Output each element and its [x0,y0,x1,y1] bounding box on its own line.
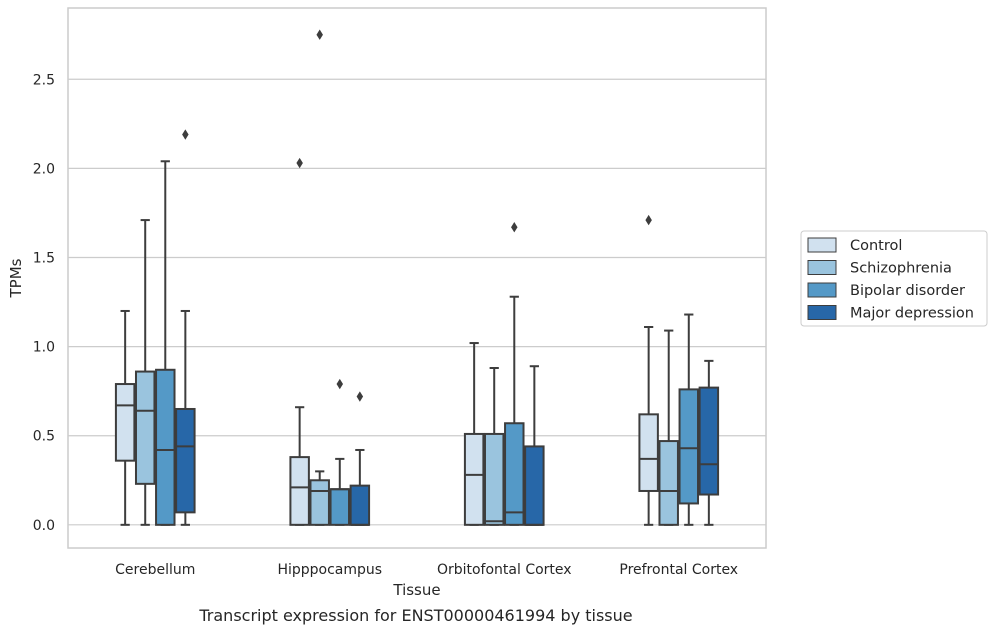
box [349,484,371,526]
box-group [175,129,196,526]
box [678,388,700,505]
box-group [114,309,136,526]
y-tick-label: 1.0 [33,340,55,356]
x-axis-title: Tissue [392,581,440,599]
box-group [349,391,371,526]
box [463,432,485,526]
box [114,383,136,462]
box [483,432,505,526]
y-axis-title: TPMs [7,258,25,298]
box-group [289,157,310,526]
y-tick-label: 2.5 [33,72,55,88]
outlier-point [296,157,303,169]
outlier-point [356,391,364,402]
box-group [698,359,720,526]
box-group [638,214,659,526]
box [658,440,679,526]
box-group [309,29,330,526]
box-group [678,313,700,526]
box [175,407,196,514]
box-group [504,222,525,526]
legend: Control Schizophrenia Bipolar disorder Majo… [800,230,988,327]
legend-swatch [807,237,837,253]
x-tick-label: Orbitofontal Cortex [437,562,572,578]
box-group [658,329,679,526]
outlier-point [645,214,652,226]
box-plot-chart: 0.0 0.5 1.0 1.5 2.0 2.5 Cerebellum Hipppocampu… [7,7,988,599]
box [329,488,351,526]
legend-label: Major depression [850,306,974,322]
plot-frame [67,7,767,549]
legend-swatch [807,282,837,298]
box [309,479,330,526]
legend-swatch [807,260,837,275]
box-group [155,160,176,526]
legend-swatch [807,305,837,320]
legend-frame [800,230,988,327]
outlier-point [182,129,189,140]
legend-label: Control [850,238,902,254]
box [155,368,176,526]
x-tick-label: Cerebellum [115,562,195,578]
legend-label: Schizophrenia [850,261,952,277]
outlier-point [316,29,323,40]
outlier-point [511,222,518,233]
outlier-point [336,378,344,390]
figure-caption: Transcript expression for ENST0000046199… [199,606,633,625]
box-group [329,378,351,526]
x-tick-label: Prefrontal Cortex [619,562,738,578]
y-tick-label: 0.5 [33,429,55,445]
y-tick-label: 2.0 [33,161,55,177]
box [134,370,156,485]
legend-label: Bipolar disorder [850,283,965,299]
y-tick-labels: 0.0 0.5 1.0 1.5 2.0 2.5 [33,72,55,534]
box [289,456,310,526]
box [638,413,659,492]
x-tick-labels: Cerebellum Hipppocampus Orbitofontal Corte… [115,562,738,578]
box-group [524,365,545,526]
box [698,386,720,496]
box-group [463,342,485,526]
box-group [134,219,156,526]
box [504,422,525,526]
box-plot-series [114,29,720,526]
y-tick-label: 1.5 [33,251,55,267]
x-tick-label: Hipppocampus [277,562,382,578]
box [524,445,545,526]
box-group [483,367,505,526]
y-tick-label: 0.0 [33,518,55,534]
